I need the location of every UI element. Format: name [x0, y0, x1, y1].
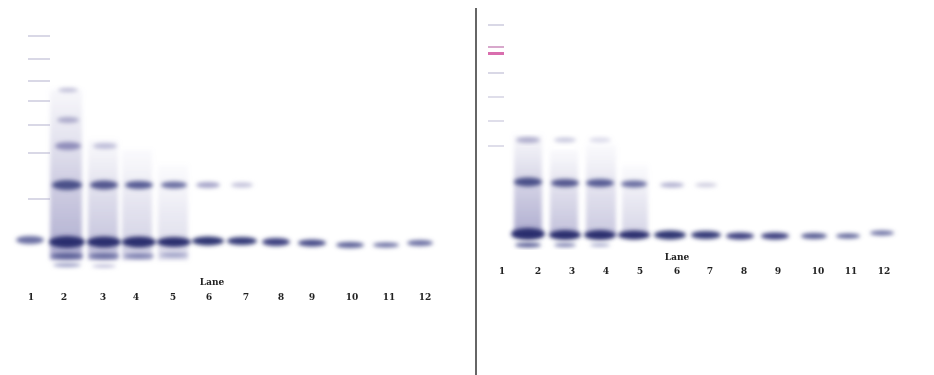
right-lane-number: 9: [775, 267, 781, 277]
right-lane-title: Lane: [665, 253, 690, 263]
right-lane-number: 6: [674, 267, 680, 277]
left-lower-bands: [51, 253, 188, 268]
left-lane-number: 7: [243, 293, 249, 303]
left-lane-numbers: 1 2 3 4 5 6 7 8 9 10 11 12: [28, 293, 431, 303]
right-lane-numbers: 1 2 3 4 5 6 7 8 9 10 11 12: [499, 267, 890, 277]
right-lane-number: 1: [499, 267, 505, 277]
right-lane-number: 4: [603, 267, 609, 277]
right-marker-ladder: [488, 24, 504, 147]
left-lane-title: Lane: [200, 278, 225, 288]
right-main-bands: [511, 228, 894, 240]
left-lane-number: 12: [419, 293, 432, 303]
right-mid-bands: [514, 177, 717, 188]
left-lane-number: 1: [28, 293, 34, 303]
right-lane-number: 11: [845, 267, 858, 277]
left-upper-bands: [55, 88, 117, 150]
left-lane-number: 8: [278, 293, 284, 303]
right-lane-number: 5: [637, 267, 643, 277]
left-mid-bands: [52, 180, 253, 190]
left-lane-number: 11: [383, 293, 396, 303]
left-lane-number: 9: [309, 293, 315, 303]
right-lane-number: 2: [535, 267, 541, 277]
right-lane-number: 7: [707, 267, 713, 277]
right-lane-number: 8: [741, 267, 747, 277]
left-blot-panel: Lane 1 2 3 4 5 6 7 8 9 10 11 12: [16, 35, 433, 303]
left-lane-number: 2: [61, 293, 67, 303]
right-lower-bands: [515, 242, 610, 248]
right-lane-number: 12: [878, 267, 891, 277]
left-marker-ladder: [28, 35, 50, 200]
right-upper-bands: [516, 137, 611, 143]
left-lane-number: 4: [133, 293, 139, 303]
left-main-bands: [16, 236, 433, 248]
left-lane-number: 10: [346, 293, 359, 303]
left-lane-number: 5: [170, 293, 176, 303]
right-blot-panel: Lane 1 2 3 4 5 6 7 8 9 10 11 12: [488, 24, 894, 277]
left-lane-number: 3: [100, 293, 106, 303]
right-lane-number: 3: [569, 267, 575, 277]
left-lane-number: 6: [206, 293, 212, 303]
right-lane-number: 10: [812, 267, 825, 277]
